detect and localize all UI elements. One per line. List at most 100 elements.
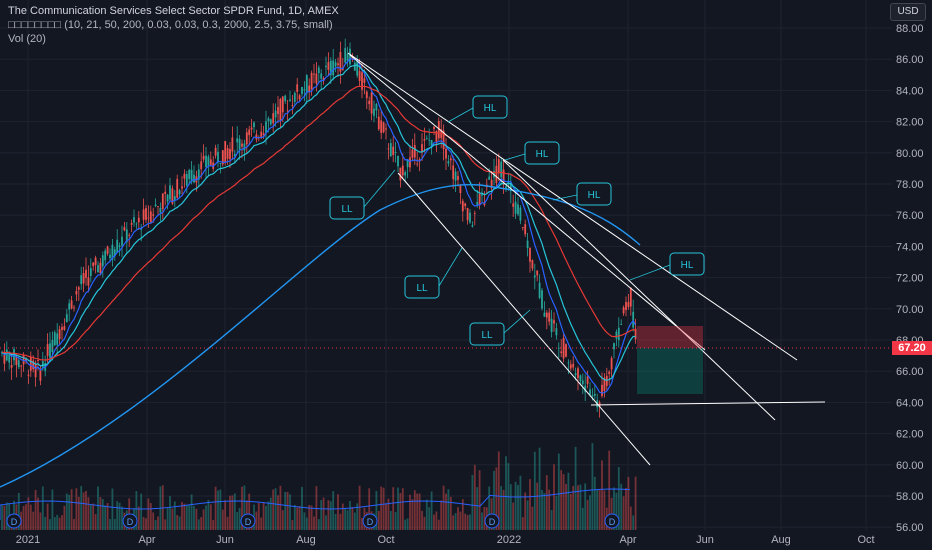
candle-body <box>245 132 248 145</box>
trend-line[interactable] <box>397 172 651 466</box>
volume-legend[interactable]: Vol (20) <box>8 33 46 45</box>
price-tick-label: 76.00 <box>896 210 924 222</box>
candle-body <box>389 143 392 157</box>
hl-callout-box[interactable] <box>669 252 705 276</box>
volume-bar <box>502 489 505 530</box>
candle-body <box>17 360 20 368</box>
hl-callout-box[interactable] <box>576 182 612 206</box>
candle-body <box>572 363 575 368</box>
volume-bar <box>193 506 195 530</box>
stop-loss-zone[interactable] <box>637 326 703 348</box>
candle-body <box>514 201 517 214</box>
volume-bar <box>183 503 186 530</box>
candle-body <box>185 174 188 186</box>
dividend-marker <box>484 513 500 529</box>
volume-bar <box>613 487 615 530</box>
volume-bar <box>440 500 443 530</box>
volume-bar <box>224 500 227 530</box>
candle-body <box>109 254 111 259</box>
candle-body <box>34 363 37 378</box>
volume-bar <box>121 506 123 530</box>
volume-bar <box>41 486 44 530</box>
volume-bar <box>625 487 627 530</box>
hl-callout-box[interactable] <box>472 95 508 119</box>
trend-lines[interactable] <box>347 52 826 466</box>
candle-body <box>524 224 527 235</box>
candle-body <box>495 165 498 183</box>
candle-body <box>87 277 90 286</box>
candlesticks <box>1 38 637 418</box>
volume-bar <box>435 511 438 530</box>
volume-bar <box>387 498 390 530</box>
candle-body <box>286 110 289 112</box>
moving-averages <box>0 58 641 488</box>
volume-bar <box>298 506 301 530</box>
candle-body <box>377 116 380 130</box>
candle-body <box>337 63 339 66</box>
candle-body <box>94 257 97 265</box>
candle-body <box>106 246 109 254</box>
volume-bar <box>118 502 121 530</box>
hl-callout-box[interactable] <box>524 141 560 165</box>
candle-body <box>113 249 116 257</box>
volume-bar <box>608 450 611 530</box>
indicator-legend[interactable]: □□□□□□□□ (10, 21, 50, 200, 0.03, 0.03, 0… <box>8 19 333 31</box>
ll-callout-box[interactable] <box>404 275 440 299</box>
volume-bar <box>44 516 47 530</box>
volume-bar <box>284 492 287 530</box>
currency-button[interactable]: USD <box>890 3 926 21</box>
volume-bar <box>70 489 73 530</box>
volume-bar <box>500 486 503 530</box>
candle-body <box>622 307 625 314</box>
candle-body <box>241 143 243 147</box>
candle-body <box>334 62 337 67</box>
volume-bar <box>260 517 263 530</box>
candle-body <box>625 302 627 310</box>
volume-bar <box>205 505 207 530</box>
callouts[interactable]: HL HL HL HL LL LL LL <box>329 95 705 346</box>
volume-bar <box>524 492 527 530</box>
dividend-marker <box>6 513 22 529</box>
candle-body <box>217 151 219 163</box>
take-profit-zone[interactable] <box>637 348 703 394</box>
candle-body <box>253 122 255 128</box>
trend-line[interactable] <box>590 401 826 406</box>
candle-body <box>161 193 164 209</box>
ll-callout-box[interactable] <box>469 322 505 346</box>
volume-bar <box>209 504 212 530</box>
candle-body <box>231 137 234 152</box>
trend-line[interactable] <box>349 54 706 351</box>
time-tick-label: 2022 <box>497 534 521 546</box>
volume-bar <box>634 476 637 530</box>
volume-bar <box>149 503 152 530</box>
volume-bar <box>303 512 306 530</box>
candle-body <box>620 324 623 325</box>
candle-body <box>399 167 402 181</box>
volume-bar <box>291 519 294 530</box>
trend-line[interactable] <box>502 159 776 421</box>
ll-callout-box[interactable] <box>329 196 365 220</box>
candle-body <box>145 208 147 220</box>
candle-body <box>346 53 349 61</box>
position-boxes[interactable] <box>637 326 703 394</box>
candle-body <box>293 92 296 102</box>
hl-label: HL <box>484 103 497 114</box>
candle-body <box>77 287 80 290</box>
candle-body <box>459 185 462 194</box>
time-axis[interactable]: 2021 Apr Jun Aug Oct 2022 Apr Jun Aug Oct <box>16 534 875 546</box>
candle-body <box>608 371 611 374</box>
price-axis[interactable]: 88.00 86.00 84.00 82.00 80.00 78.00 76.00 74.00… <box>892 0 932 550</box>
candle-body <box>497 159 500 174</box>
volume-bar <box>94 514 97 530</box>
volume-bar <box>58 517 61 530</box>
volume-bar <box>73 518 75 530</box>
candle-body <box>358 71 361 81</box>
hl-label: HL <box>536 149 549 160</box>
candle-body <box>464 203 467 207</box>
candle-body <box>262 133 265 135</box>
trend-line[interactable] <box>347 52 798 361</box>
price-tick-label: 64.00 <box>896 397 924 409</box>
volume-bar <box>538 447 541 530</box>
candle-body <box>308 85 311 93</box>
